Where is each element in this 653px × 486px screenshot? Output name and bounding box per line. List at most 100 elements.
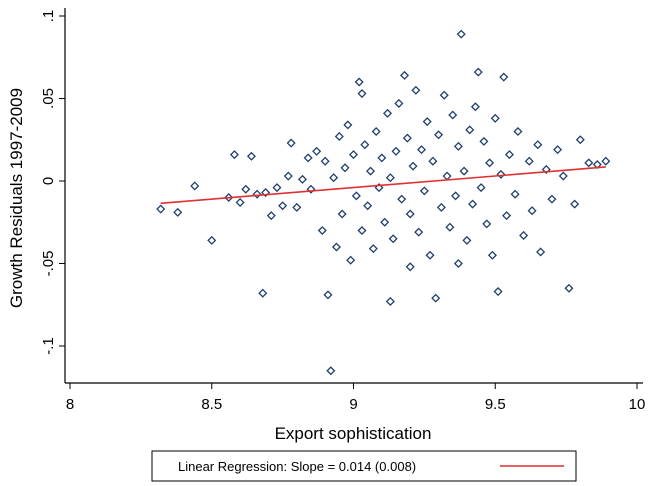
scatter-point [451, 191, 461, 201]
scatter-point [453, 258, 463, 269]
scatter-point [326, 366, 336, 376]
scatter-point [380, 217, 390, 227]
scatter-point [459, 166, 469, 176]
scatter-point [487, 250, 497, 260]
scatter-point [391, 146, 401, 156]
scatter-point [419, 186, 429, 196]
scatter-point [584, 158, 594, 168]
x-tick-label: 10 [629, 396, 646, 413]
scatter-point [405, 209, 415, 219]
legend: Linear Regression: Slope = 0.014 (0.008) [151, 450, 577, 482]
scatter-point [513, 126, 523, 137]
scatter-point [286, 138, 296, 148]
scatter-point [190, 181, 200, 191]
scatter-point [553, 145, 563, 155]
scatter-point [394, 98, 404, 108]
scatter-point [357, 89, 367, 99]
scatter-point [354, 77, 364, 87]
scatter-point [312, 146, 322, 156]
scatter-point [465, 125, 475, 135]
scatter-point [431, 293, 441, 303]
scatter-point [346, 255, 356, 265]
x-axis-title: Export sophistication [275, 424, 432, 443]
scatter-point [510, 189, 520, 199]
scatter-point [400, 70, 410, 80]
y-tick-label: -.1 [40, 337, 57, 355]
scatter-point [173, 207, 183, 217]
scatter-point [601, 156, 611, 166]
scatter-point [485, 158, 495, 168]
scatter-point [468, 199, 478, 209]
scatter-point [224, 192, 234, 203]
scatter-point [422, 117, 432, 127]
scatter-point [351, 191, 361, 201]
scatter-point [448, 110, 458, 120]
scatter-point [405, 262, 415, 272]
plot-area [156, 29, 611, 376]
scatter-point [417, 145, 427, 155]
scatter-point [564, 283, 574, 293]
scatter-point [306, 184, 316, 194]
scatter-point [558, 171, 568, 181]
scatter-point [524, 156, 534, 166]
x-tick-label: 9.5 [485, 396, 506, 413]
scatter-point [414, 227, 424, 237]
scatter-point [428, 156, 438, 166]
x-tick-label: 8 [66, 396, 74, 413]
scatter-point [329, 173, 339, 183]
scatter-point [476, 183, 486, 193]
scatter-point [499, 72, 509, 82]
scatter-point [479, 136, 489, 146]
scatter-point [527, 206, 537, 216]
scatter-point [570, 199, 580, 209]
scatter-point [348, 150, 359, 160]
scatter-point [493, 287, 503, 297]
scatter-point [278, 201, 288, 211]
x-tick-label: 9 [349, 396, 357, 413]
scatter-point [371, 126, 381, 137]
scatter-point [297, 174, 307, 184]
scatter-point [292, 202, 302, 212]
scatter-point [462, 235, 472, 245]
scatter-point [357, 225, 367, 236]
scatter-point [261, 188, 271, 198]
scatter-point [439, 90, 449, 100]
scatter-point [425, 250, 435, 260]
y-tick-label: .05 [40, 88, 57, 109]
scatter-point [266, 211, 276, 221]
scatter-point [388, 234, 398, 244]
scatter-point [536, 247, 546, 257]
scatter-point [397, 194, 407, 204]
scatter-point [533, 140, 543, 150]
scatter-point [235, 197, 245, 207]
scatter-point [207, 235, 217, 245]
scatter-point [453, 141, 463, 151]
scatter-point [434, 130, 444, 140]
scatter-point [456, 29, 466, 39]
scatter-point [320, 156, 330, 166]
y-tick-label: .1 [40, 10, 57, 23]
axes: 8 8.5 9 9.5 10 -.1 -.05 0 .05 .1 [40, 8, 645, 413]
scatter-point [482, 219, 492, 229]
scatter-point [229, 150, 239, 160]
x-tick-label: 8.5 [201, 396, 222, 413]
scatter-point [368, 244, 378, 254]
scatter-point [365, 166, 376, 176]
scatter-point [283, 171, 293, 181]
scatter-point [317, 225, 327, 236]
scatter-point [385, 296, 395, 306]
scatter-point [258, 288, 268, 298]
scatter-point [323, 290, 333, 300]
regression-line [160, 166, 606, 205]
scatter-point [502, 211, 512, 221]
scatter-point [343, 120, 353, 130]
scatter-point [402, 133, 412, 143]
y-axis-title: Growth Residuals 1997-2009 [7, 88, 26, 308]
scatter-point [334, 131, 344, 141]
scatter-point [504, 150, 514, 160]
scatter-point [331, 242, 342, 252]
scatter-point [445, 222, 455, 232]
scatter-point [252, 189, 262, 199]
scatter-point [411, 85, 421, 95]
scatter-point [360, 140, 370, 150]
